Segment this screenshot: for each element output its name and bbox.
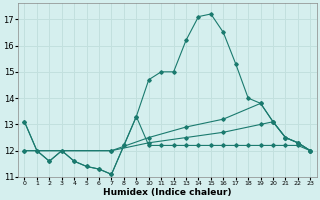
- X-axis label: Humidex (Indice chaleur): Humidex (Indice chaleur): [103, 188, 232, 197]
